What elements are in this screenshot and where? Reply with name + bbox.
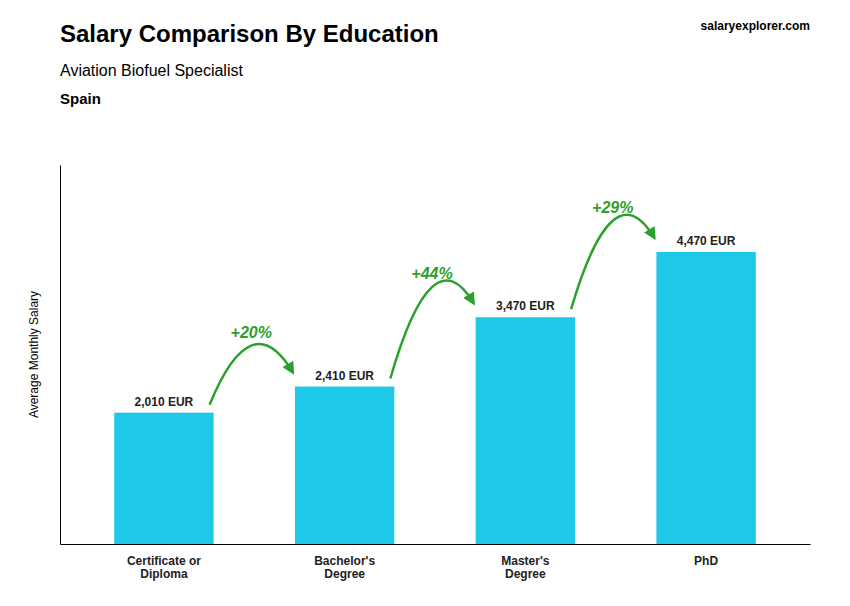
annotations: 2,010 EUR 2,410 EUR 3,470 EUR 4,470 EUR +20%… xyxy=(135,199,736,409)
change-label: +29% xyxy=(592,199,633,216)
tick: PhD xyxy=(694,544,718,568)
subtitle: Aviation Biofuel Specialist xyxy=(60,62,243,79)
title: Salary Comparison By Education xyxy=(60,20,439,47)
tick: Certificate orDiploma xyxy=(127,544,201,581)
axis-line xyxy=(60,166,61,545)
chart: Salary Comparison By Education Aviation B… xyxy=(0,0,850,606)
change-label: +44% xyxy=(411,265,452,282)
change-arrow xyxy=(390,280,473,378)
bar xyxy=(476,317,575,544)
tick-label: PhD xyxy=(694,554,718,568)
annotation: Spain xyxy=(60,90,101,107)
data-label: 2,410 EUR xyxy=(315,369,374,383)
tick-label: Master'sDegree xyxy=(501,554,550,582)
annotation: salaryexplorer.com xyxy=(701,19,810,33)
bars xyxy=(114,252,756,544)
y-axis xyxy=(60,166,61,545)
change-label: +20% xyxy=(231,324,272,341)
plot: Certificate orDiploma Bachelor'sDegree Mas… xyxy=(61,166,811,582)
change-arrow xyxy=(210,344,293,405)
bar xyxy=(656,252,755,544)
data-label: 2,010 EUR xyxy=(135,395,194,409)
bar xyxy=(114,413,213,544)
tick: Master'sDegree xyxy=(501,544,550,581)
tick-label: Bachelor'sDegree xyxy=(314,554,375,582)
tick-label: Certificate orDiploma xyxy=(127,554,201,582)
x-axis: Certificate orDiploma Bachelor'sDegree Mas… xyxy=(61,544,811,581)
axis-line xyxy=(61,544,811,545)
change-arrow xyxy=(571,215,654,310)
tick: Bachelor'sDegree xyxy=(314,544,375,581)
data-label: 4,470 EUR xyxy=(677,234,736,248)
data-label: 3,470 EUR xyxy=(496,299,555,313)
axis-title: Average Monthly Salary xyxy=(27,291,41,418)
bar xyxy=(295,387,394,544)
